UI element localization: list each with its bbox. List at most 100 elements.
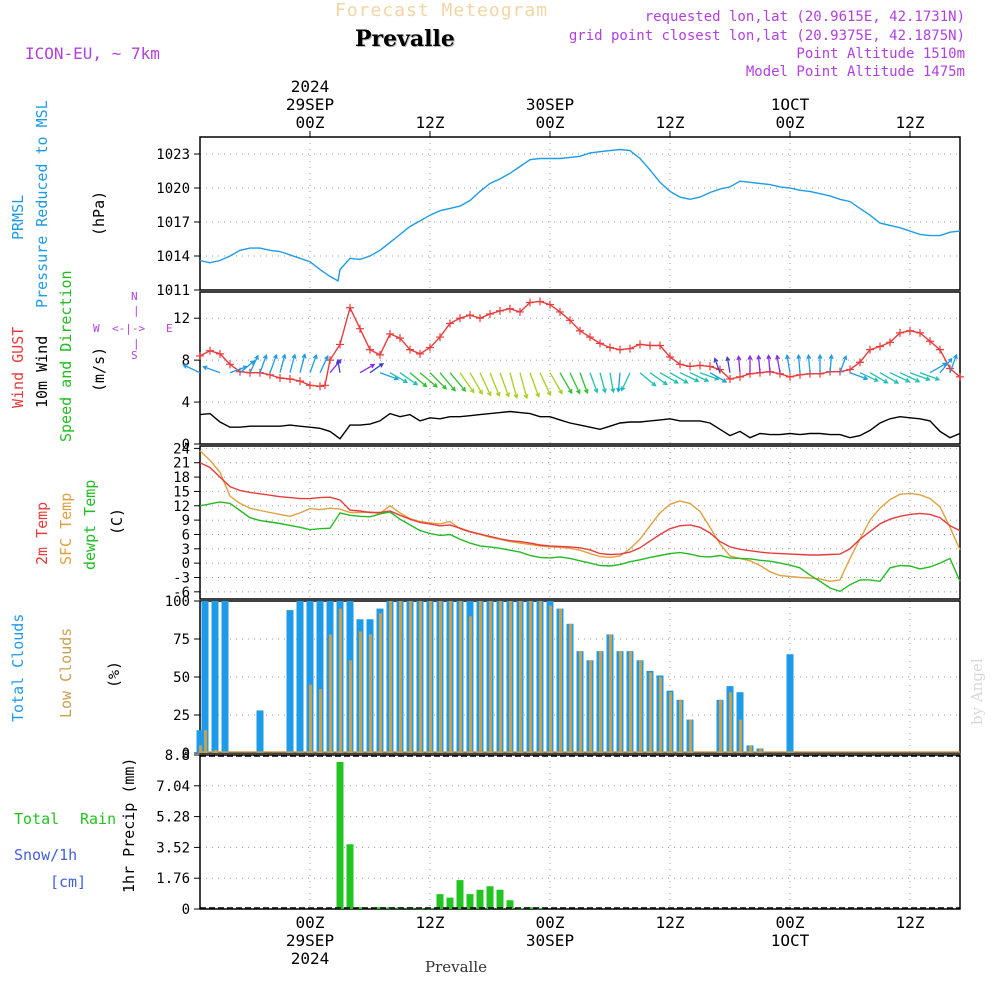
gust-marker-38 xyxy=(566,316,574,325)
gust-marker-66 xyxy=(846,365,854,374)
temp-ytick-label-5: 9 xyxy=(182,513,190,529)
wind-arrow-28 xyxy=(499,372,510,398)
low-cloud-bar-12 xyxy=(399,601,402,753)
gust-marker-29 xyxy=(476,314,484,323)
gust-marker-40 xyxy=(586,333,594,342)
low-cloud-bar-45 xyxy=(749,745,752,753)
compass-e: E xyxy=(166,322,173,335)
low-cloud-bar-40 xyxy=(679,699,682,753)
gust-marker-3 xyxy=(226,360,234,369)
low-cloud-bar-30 xyxy=(579,651,582,753)
low-cloud-bar-9 xyxy=(369,634,372,753)
top-date-label-4: 1OCT xyxy=(771,95,810,114)
total-cloud-bar-4 xyxy=(256,710,264,753)
low-cloud-bar-16 xyxy=(439,601,442,753)
gust-marker-47 xyxy=(656,341,664,350)
gust-marker-35 xyxy=(536,297,544,306)
wind-arrow-54 xyxy=(756,354,762,373)
wind-arrow-65 xyxy=(869,372,889,384)
wind-arrow-26 xyxy=(479,372,492,397)
wind-arrow-33 xyxy=(549,372,563,395)
gust-marker-42 xyxy=(606,343,614,352)
temp-ytick-label-3: 3 xyxy=(182,542,190,558)
wind-arrow-53 xyxy=(747,354,753,373)
wind-ytick-label-2: 8 xyxy=(182,353,190,369)
low-cloud-bar-22 xyxy=(499,601,502,753)
precip-rain-label: Rain xyxy=(80,810,117,828)
pressure-panel-frame xyxy=(199,136,961,291)
wind-arrow-49 xyxy=(709,372,728,383)
top-time-label-1: 12Z xyxy=(416,113,445,132)
wind-arrow-41 xyxy=(620,372,631,392)
wind-arrow-0 xyxy=(182,364,201,374)
total-cloud-bar-2 xyxy=(211,601,219,753)
top-time-label-0: 00Z xyxy=(296,113,325,132)
gust-marker-22 xyxy=(406,345,414,354)
wind-arrow-14 xyxy=(359,363,376,374)
wind-arrow-67 xyxy=(889,372,911,383)
gust-marker-41 xyxy=(596,339,604,348)
total-cloud-bar-51 xyxy=(786,654,794,753)
gust-marker-24 xyxy=(426,343,434,352)
wind-arrow-4 xyxy=(249,354,259,373)
pressure-ytick-label-3: 1020 xyxy=(156,181,190,197)
bottom-time-label-1: 12Z xyxy=(416,913,445,932)
bottom-date-label-0: 29SEP xyxy=(286,931,334,950)
wind-arrow-63 xyxy=(849,372,869,381)
gust-marker-28 xyxy=(466,311,474,320)
temp-ytick-label-7: 15 xyxy=(173,484,190,500)
rain-bar-16 xyxy=(506,900,514,909)
wind-arrow-9 xyxy=(299,353,307,373)
wind-arrow-13 xyxy=(335,358,341,373)
low-cloud-bar-36 xyxy=(639,660,642,753)
gust-marker-51 xyxy=(696,361,704,370)
wind-arrow-10 xyxy=(309,354,318,373)
rain-bar-12 xyxy=(466,894,474,909)
gust-marker-16 xyxy=(346,303,354,312)
rain-bar-0 xyxy=(336,762,344,909)
wind-arrow-64 xyxy=(859,372,879,382)
gust-marker-71 xyxy=(896,328,904,337)
temp-ytick-label-0: -6 xyxy=(173,585,190,601)
temp-ytick-label-4: 6 xyxy=(182,527,190,543)
top-time-label-5: 12Z xyxy=(896,113,925,132)
gust-marker-17 xyxy=(356,324,364,333)
gust-marker-23 xyxy=(416,349,424,358)
gust-marker-30 xyxy=(486,310,494,319)
low-cloud-bar-14 xyxy=(419,601,422,753)
rain-bar-13 xyxy=(476,889,484,909)
gust-marker-10 xyxy=(296,377,304,386)
temp-ytick-label-6: 12 xyxy=(173,499,190,515)
wind-panel-frame xyxy=(199,291,961,445)
gust-marker-1 xyxy=(206,346,214,355)
wind-arrow-15 xyxy=(369,362,384,374)
bottom-time-label-4: 00Z xyxy=(776,913,805,932)
top-time-label-4: 00Z xyxy=(776,113,805,132)
gust-marker-37 xyxy=(556,307,564,316)
precip-panel-frame xyxy=(199,754,961,910)
wind-arrow-66 xyxy=(879,372,900,384)
gust-marker-67 xyxy=(856,358,864,367)
wind-arrow-3 xyxy=(239,360,256,374)
low-cloud-bar-4 xyxy=(319,689,322,753)
low-cloud-bar-27 xyxy=(549,605,552,753)
low-cloud-bar-3 xyxy=(309,684,312,753)
rain-bar-14 xyxy=(486,886,494,909)
rain-bar-15 xyxy=(496,889,504,909)
gust-marker-26 xyxy=(446,319,454,328)
bottom-date-label-4: 1OCT xyxy=(771,931,810,950)
total-cloud-bar-8 xyxy=(316,601,324,753)
low-cloud-bar-33 xyxy=(609,634,612,753)
compass-w: W xyxy=(93,322,100,335)
low-cloud-bar-32 xyxy=(599,651,602,753)
gust-marker-0 xyxy=(196,351,204,360)
wind-arrow-34 xyxy=(559,372,573,395)
gust-marker-2 xyxy=(216,349,224,358)
grid-point-location: grid point closest lon,lat (20.9375E, 42… xyxy=(568,28,965,44)
bottom-time-label-0: 00Z xyxy=(296,913,325,932)
low-cloud-bar-44 xyxy=(739,719,742,753)
gust-marker-25 xyxy=(436,333,444,342)
temp-ytick-label-2: 0 xyxy=(182,556,190,572)
wind-arrow-20 xyxy=(419,372,438,388)
low-cloud-bar-41 xyxy=(689,719,692,753)
